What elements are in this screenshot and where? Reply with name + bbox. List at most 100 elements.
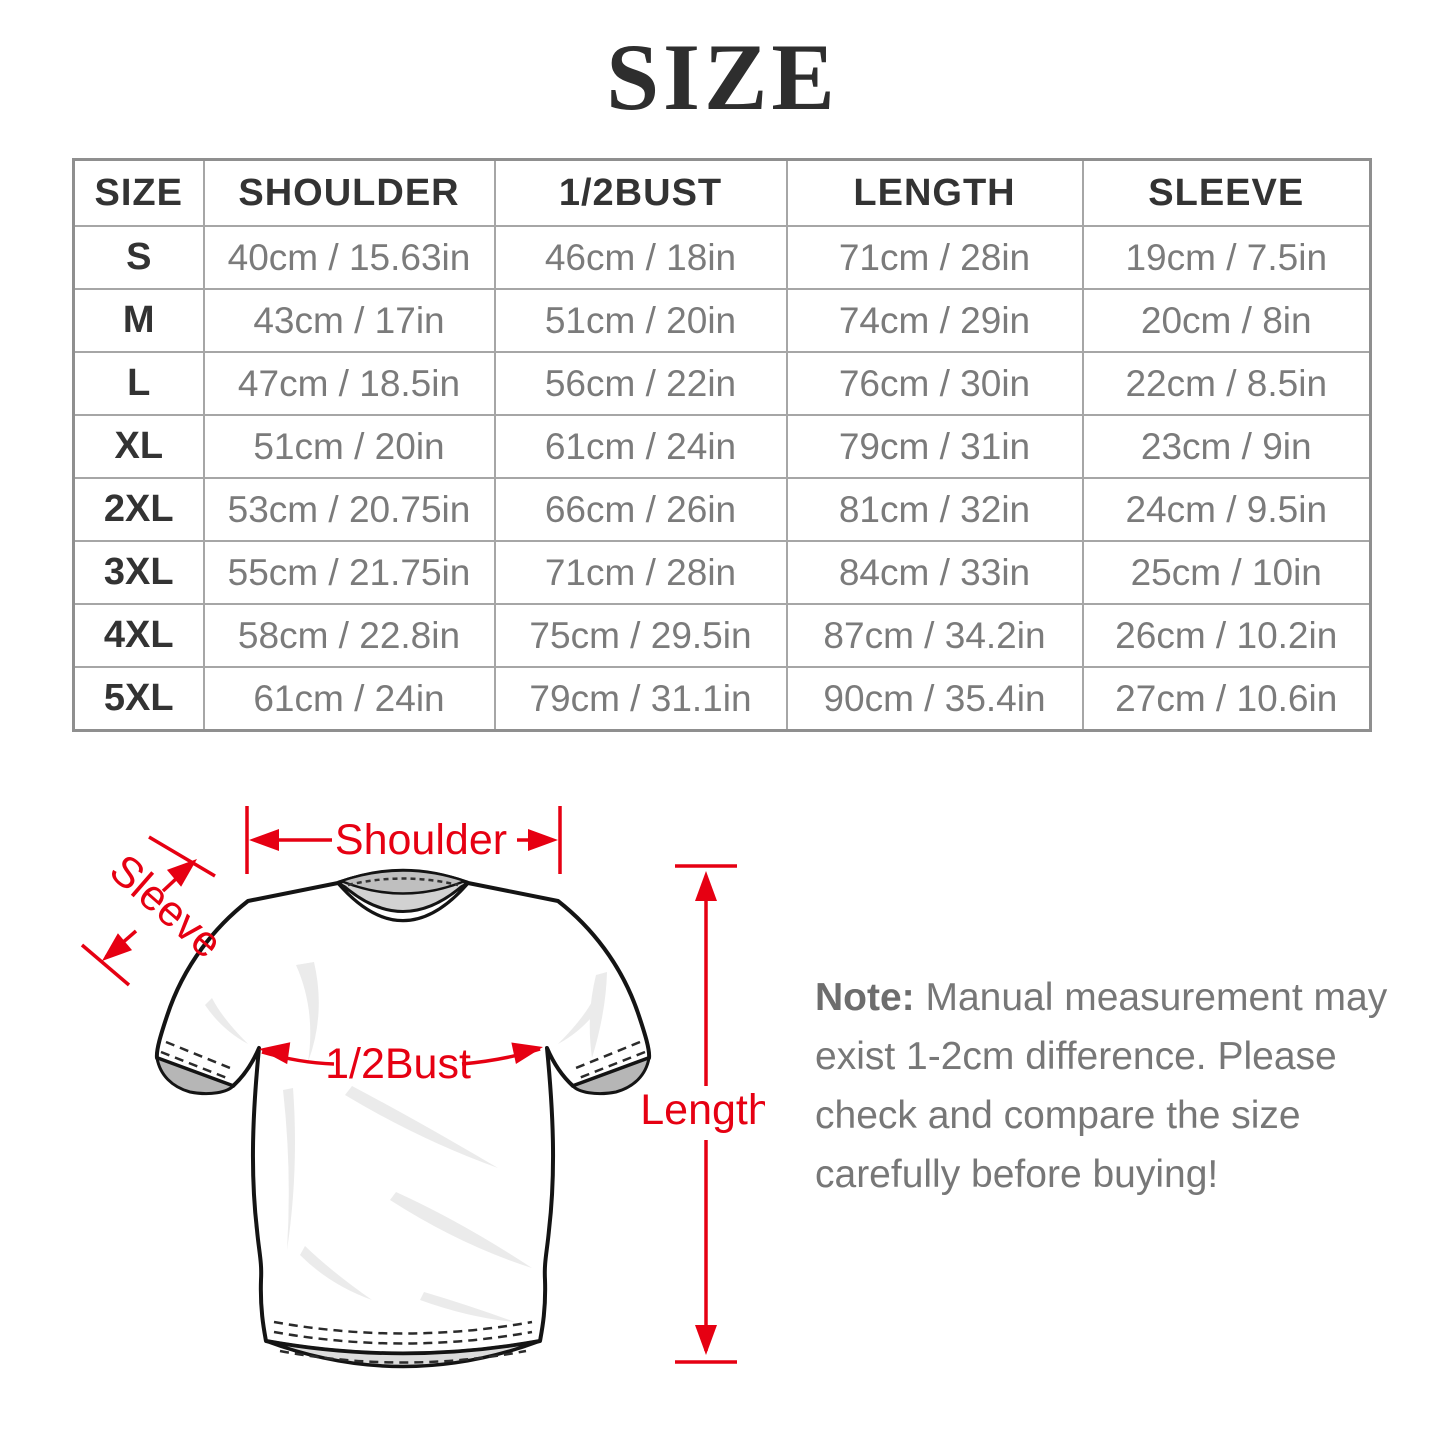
note-line: exist 1-2cm difference. Please <box>815 1035 1337 1078</box>
table-row: 2XL 53cm / 20.75in 66cm / 26in 81cm / 32… <box>72 477 1372 542</box>
arrowhead-right-icon <box>511 1042 543 1064</box>
shoulder-value: 43cm / 17in <box>202 288 496 353</box>
size-label: 3XL <box>72 540 205 605</box>
wrinkle <box>300 1246 372 1300</box>
half-bust-dimension: 1/2Bust <box>259 1040 543 1088</box>
size-label: 2XL <box>72 477 205 542</box>
note-line: Note: Manual measurement may <box>815 968 1435 1027</box>
table-row: S 40cm / 15.63in 46cm / 18in 71cm / 28in… <box>72 225 1372 290</box>
bust-value: 66cm / 26in <box>493 477 788 542</box>
bust-value: 46cm / 18in <box>493 225 788 290</box>
bottom-stitch-row <box>273 1320 533 1335</box>
tshirt-illustration <box>154 868 652 1369</box>
bust-value: 79cm / 31.1in <box>493 666 788 732</box>
arrowhead-down-icon <box>695 1325 717 1355</box>
arrowhead-down-icon <box>102 933 133 961</box>
bust-arrow-line <box>261 1050 335 1066</box>
collar-rib-band <box>337 869 469 895</box>
left-sleeve-opening <box>155 1055 236 1096</box>
column-header-length: LENGTH <box>785 158 1084 227</box>
shoulder-value: 58cm / 22.8in <box>202 603 496 668</box>
wrinkle <box>558 998 601 1044</box>
sleeve-value: 23cm / 9in <box>1081 414 1372 479</box>
sleeve-value: 22cm / 8.5in <box>1081 351 1372 416</box>
left-sleeve-stitching <box>165 1040 231 1070</box>
measurement-note: Note: Manual measurement may exist 1-2cm… <box>815 968 1435 1204</box>
size-label: M <box>72 288 205 353</box>
shoulder-value: 51cm / 20in <box>202 414 496 479</box>
wrinkle <box>283 1088 295 1250</box>
length-value: 76cm / 30in <box>785 351 1084 416</box>
sleeve-value: 25cm / 10in <box>1081 540 1372 605</box>
table-row: 3XL 55cm / 21.75in 71cm / 28in 84cm / 33… <box>72 540 1372 605</box>
table-row: 5XL 61cm / 24in 79cm / 31.1in 90cm / 35.… <box>72 666 1372 732</box>
shoulder-dimension: Shoulder <box>245 806 562 874</box>
bust-value: 71cm / 28in <box>493 540 788 605</box>
length-value: 74cm / 29in <box>785 288 1084 353</box>
sleeve-end-bar <box>80 943 131 987</box>
length-value: 84cm / 33in <box>785 540 1084 605</box>
wrinkle <box>205 998 248 1044</box>
column-header-shoulder: SHOULDER <box>202 158 496 227</box>
size-label: L <box>72 351 205 416</box>
sleeve-value: 26cm / 10.2in <box>1081 603 1372 668</box>
length-value: 79cm / 31in <box>785 414 1084 479</box>
length-label: Length <box>640 1086 765 1134</box>
shoulder-label: Shoulder <box>335 816 507 864</box>
bust-value: 51cm / 20in <box>493 288 788 353</box>
note-text: Manual measurement may <box>925 976 1388 1019</box>
note-line: carefully before buying! <box>815 1153 1219 1196</box>
note-line: check and compare the size <box>815 1094 1301 1137</box>
length-value: 87cm / 34.2in <box>785 603 1084 668</box>
table-header-row: SIZE SHOULDER 1/2BUST LENGTH SLEEVE <box>72 158 1372 227</box>
shoulder-value: 53cm / 20.75in <box>202 477 496 542</box>
arrowhead-right-icon <box>528 829 558 851</box>
table-row: XL 51cm / 20in 61cm / 24in 79cm / 31in 2… <box>72 414 1372 479</box>
bottom-hem-stitching <box>279 1349 527 1364</box>
shirt-body <box>154 869 652 1356</box>
length-dimension: Length <box>640 864 765 1364</box>
bust-value: 75cm / 29.5in <box>493 603 788 668</box>
bust-value: 61cm / 24in <box>493 414 788 479</box>
column-header-size: SIZE <box>72 158 205 227</box>
collar-band-stitching <box>347 877 459 887</box>
arrowhead-up-icon <box>695 871 717 901</box>
half-bust-label: 1/2Bust <box>325 1040 471 1088</box>
table-row: M 43cm / 17in 51cm / 20in 74cm / 29in 20… <box>72 288 1372 353</box>
size-chart-table: SIZE SHOULDER 1/2BUST LENGTH SLEEVE S 40… <box>72 158 1372 732</box>
right-sleeve-stitching <box>578 1050 646 1080</box>
length-value: 81cm / 32in <box>785 477 1084 542</box>
right-sleeve-opening <box>570 1055 651 1096</box>
wrinkle <box>345 1086 498 1168</box>
left-sleeve-stitching <box>160 1050 228 1080</box>
bottom-stitch-row <box>273 1330 533 1345</box>
right-sleeve-stitching <box>575 1040 641 1070</box>
note-label: Note: <box>815 976 915 1019</box>
wrinkle <box>296 962 319 1062</box>
length-value: 90cm / 35.4in <box>785 666 1084 732</box>
shoulder-value: 55cm / 21.75in <box>202 540 496 605</box>
sleeve-value: 24cm / 9.5in <box>1081 477 1372 542</box>
sleeve-value: 20cm / 8in <box>1081 288 1372 353</box>
sleeve-end-bar <box>148 835 216 878</box>
size-label: S <box>72 225 205 290</box>
arrowhead-up-icon <box>166 859 197 887</box>
collar-front-band <box>336 881 470 922</box>
arrowhead-left-icon <box>249 829 279 851</box>
wrinkle <box>390 1192 532 1268</box>
table-row: L 47cm / 18.5in 56cm / 22in 76cm / 30in … <box>72 351 1372 416</box>
tshirt-measurement-diagram: Shoulder Sleeve 1/2Bust Length <box>80 806 765 1369</box>
column-header-sleeve: SLEEVE <box>1081 158 1372 227</box>
shoulder-value: 40cm / 15.63in <box>202 225 496 290</box>
column-header-bust: 1/2BUST <box>493 158 788 227</box>
page-title: SIZE <box>606 24 839 130</box>
table-row: 4XL 58cm / 22.8in 75cm / 29.5in 87cm / 3… <box>72 603 1372 668</box>
bottom-hem-underside <box>265 1339 541 1369</box>
wrinkle <box>589 972 607 1058</box>
shoulder-value: 47cm / 18.5in <box>202 351 496 416</box>
bust-value: 56cm / 22in <box>493 351 788 416</box>
sleeve-value: 27cm / 10.6in <box>1081 666 1372 732</box>
size-label: 5XL <box>72 666 205 732</box>
size-label: 4XL <box>72 603 205 668</box>
size-label: XL <box>72 414 205 479</box>
